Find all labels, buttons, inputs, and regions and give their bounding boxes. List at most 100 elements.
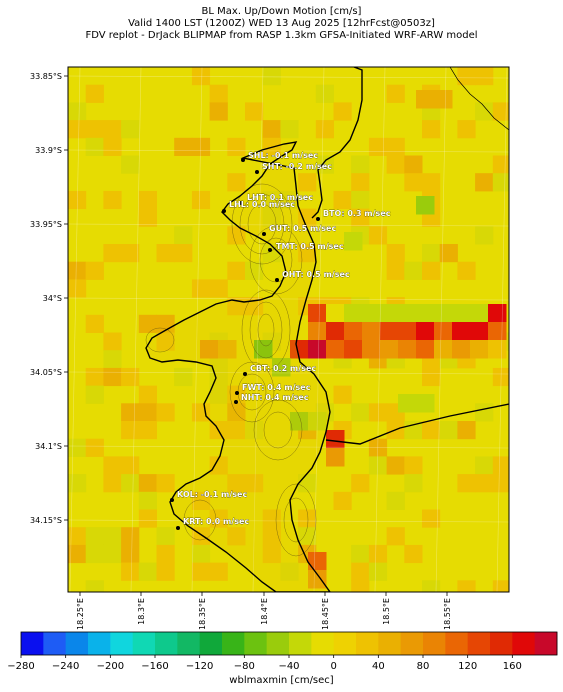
station-dot (268, 248, 272, 252)
field-cell (416, 196, 435, 215)
field-cell (280, 562, 299, 581)
colorbar-swatch (244, 632, 268, 655)
field-cell (103, 456, 122, 475)
terrain-contour (229, 361, 275, 423)
field-cell (351, 474, 370, 493)
station-dot (176, 526, 180, 530)
station-dot (316, 217, 320, 221)
station-dot (275, 278, 279, 282)
terrain-contour (247, 203, 277, 245)
field-cell (262, 208, 281, 227)
colorbar-swatch (333, 632, 357, 655)
graticule-line (68, 297, 509, 301)
colorbar-swatch (512, 632, 536, 655)
field-cell (386, 527, 405, 546)
field-cell (492, 173, 509, 192)
field-cell (368, 403, 388, 422)
graticule-line (68, 223, 509, 227)
station-dot (234, 400, 238, 404)
graticule-line (496, 67, 508, 592)
lon-tick-label: 18.4°E (260, 598, 269, 625)
northeast-terrain (449, 67, 509, 131)
field-cell (156, 474, 175, 493)
field-cell (404, 173, 423, 192)
terrain-contour (145, 327, 175, 353)
field-cell (191, 491, 211, 510)
field-cell (422, 173, 441, 192)
field-cell (470, 340, 489, 359)
field-cell (121, 562, 140, 581)
field-cell (262, 190, 281, 210)
field-cell (254, 340, 273, 359)
field-cell (280, 190, 299, 210)
title-line-1: BL Max. Up/Down Motion [cm/s] (201, 6, 362, 17)
station-label: FWT: 0.4 m/sec (242, 383, 311, 392)
field-cell (227, 261, 246, 280)
field-cell (434, 304, 453, 323)
station-label: CBT: 0.2 m/sec (250, 364, 316, 373)
field-cell (492, 580, 509, 592)
field-cell (262, 120, 281, 139)
field-cell (457, 421, 476, 440)
terrain-contour (249, 301, 283, 359)
field-cell (416, 394, 435, 413)
field-cell (191, 137, 211, 156)
graticule-line (191, 67, 203, 592)
station-dot (262, 232, 266, 236)
field-cell (174, 226, 193, 245)
field-cell (121, 474, 140, 493)
graticule-line (130, 67, 142, 592)
field-cell (298, 173, 317, 192)
field-cell (351, 155, 370, 174)
field-cell (368, 562, 388, 581)
field-cell (121, 421, 140, 440)
field-cell (475, 456, 494, 475)
field-cell (308, 340, 327, 359)
field-cell (209, 562, 228, 581)
field-cell (209, 279, 228, 298)
station-dot (235, 391, 239, 395)
field-cell (121, 456, 140, 475)
field-cell (404, 155, 423, 174)
field-cell (326, 322, 345, 341)
field-cell (262, 67, 281, 86)
field-cell (308, 304, 327, 323)
field-cell (308, 322, 327, 341)
field-cell (85, 438, 104, 457)
lon-tick-label: 18.5°E (382, 598, 391, 625)
field-cell (470, 322, 489, 341)
field-cell (174, 137, 193, 156)
field-cell (326, 340, 345, 359)
field-cell (452, 322, 471, 341)
field-cell (386, 244, 405, 263)
field-cell (416, 304, 435, 323)
colorbar-tick-label: 40 (372, 661, 385, 672)
lat-tick-label: 34.05°S (30, 368, 62, 377)
field-cell (138, 314, 157, 333)
latitude-axis: 33.85°S 33.9°S 33.95°S 34°S 34.05°S 34.1°S 34.… (30, 72, 68, 525)
field-cell (262, 527, 281, 546)
graticule-line (68, 445, 509, 449)
field-cell (85, 137, 104, 156)
field-cell (68, 102, 87, 121)
field-cell (457, 67, 476, 86)
graticule-line (313, 67, 325, 592)
field-cell (68, 261, 87, 280)
field-cell (138, 474, 157, 493)
colorbar-tick-label: −200 (97, 661, 124, 672)
field-cell (103, 474, 122, 493)
field-cell (85, 580, 104, 592)
field-cell (333, 491, 352, 510)
field-cell (351, 208, 370, 227)
field-cell (457, 261, 476, 280)
field-cell (200, 340, 219, 359)
field-cell (138, 491, 157, 510)
field-cell (191, 544, 211, 564)
field-cell (68, 120, 87, 139)
field-cell (351, 580, 370, 592)
field-cell (290, 412, 309, 431)
field-cell (380, 340, 399, 359)
field-cell (333, 385, 352, 404)
field-cell (457, 120, 476, 139)
colorbar-swatch (88, 632, 111, 655)
